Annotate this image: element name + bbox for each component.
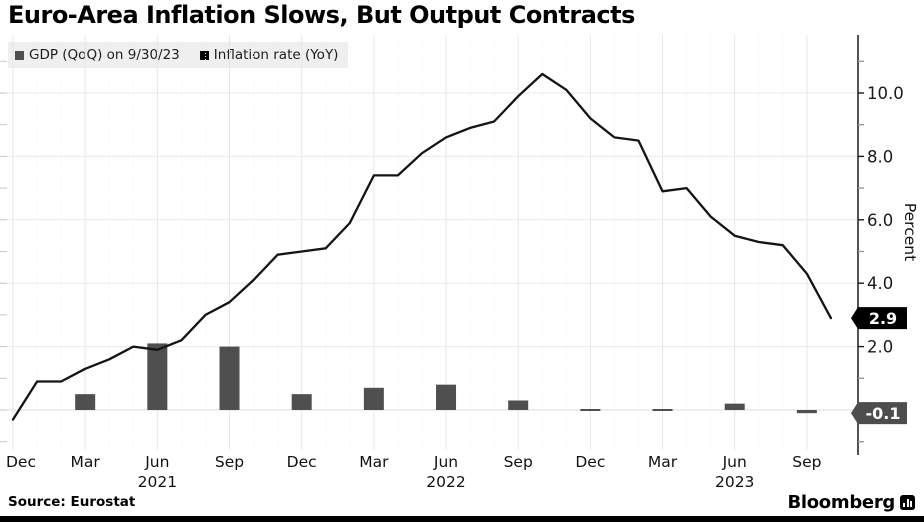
source-note: Source: Eurostat xyxy=(8,494,136,510)
page-title: Euro-Area Inflation Slows, But Output Co… xyxy=(8,1,635,29)
bloomberg-terminal-icon xyxy=(900,495,915,510)
y-axis-label: 6.0 xyxy=(867,211,893,230)
x-axis-label: Sep xyxy=(504,453,533,471)
gdp-bar xyxy=(147,343,168,410)
gdp-bar xyxy=(291,394,312,410)
x-axis-label: Mar xyxy=(648,453,678,471)
x-axis-year-label: 2023 xyxy=(715,473,754,491)
gdp-bar xyxy=(580,409,601,411)
inflation-line xyxy=(11,72,833,421)
y-axis-label: 10.0 xyxy=(867,84,904,103)
y-axis-label: 8.0 xyxy=(867,147,893,166)
end-value-label: -0.1 xyxy=(866,404,901,423)
x-axis-label: Sep xyxy=(215,453,244,471)
x-axis-label: Jun xyxy=(144,453,169,471)
legend-item-gdp: GDP (QoQ) on 9/30/23 xyxy=(15,47,180,63)
gdp-series-swatch-icon xyxy=(15,50,24,60)
x-axis-label: Sep xyxy=(792,453,821,471)
gdp-bar xyxy=(363,387,384,410)
legend-item-inflation: Inflation rate (YoY) xyxy=(199,47,339,63)
bottom-divider xyxy=(0,516,924,522)
x-axis-label: Mar xyxy=(71,453,101,471)
y-axis-label: 4.0 xyxy=(867,274,893,293)
x-axis-label: Dec xyxy=(6,453,36,471)
bloomberg-brand: Bloomberg xyxy=(787,492,915,513)
x-axis-year-label: 2022 xyxy=(426,473,465,491)
x-axis-year-label: 2021 xyxy=(138,473,177,491)
gdp-bar xyxy=(436,384,457,410)
gdp-bar xyxy=(652,409,673,411)
gdp-bar xyxy=(219,346,240,410)
x-axis-label: Dec xyxy=(575,453,605,471)
end-value-label: 2.9 xyxy=(869,309,897,328)
gdp-bar xyxy=(75,394,96,410)
x-axis-label: Jun xyxy=(433,453,458,471)
x-axis-label: Mar xyxy=(359,453,389,471)
gdp-bar xyxy=(508,400,529,410)
legend-label-gdp: GDP (QoQ) on 9/30/23 xyxy=(29,47,180,63)
bloomberg-wordmark: Bloomberg xyxy=(787,492,895,513)
gdp-bar xyxy=(724,403,745,410)
chart-legend: GDP (QoQ) on 9/30/23 Inflation rate (YoY… xyxy=(8,42,349,68)
end-value-tag xyxy=(851,402,907,425)
legend-label-inflation: Inflation rate (YoY) xyxy=(213,47,339,63)
x-axis-label: Dec xyxy=(287,453,317,471)
x-axis-label: Jun xyxy=(722,453,747,471)
y-axis-title: Percent xyxy=(901,203,919,261)
gdp-bar xyxy=(796,410,817,414)
end-value-tag xyxy=(851,307,907,330)
y-axis-label: 2.0 xyxy=(867,338,893,357)
inflation-series-swatch-icon xyxy=(199,50,209,60)
